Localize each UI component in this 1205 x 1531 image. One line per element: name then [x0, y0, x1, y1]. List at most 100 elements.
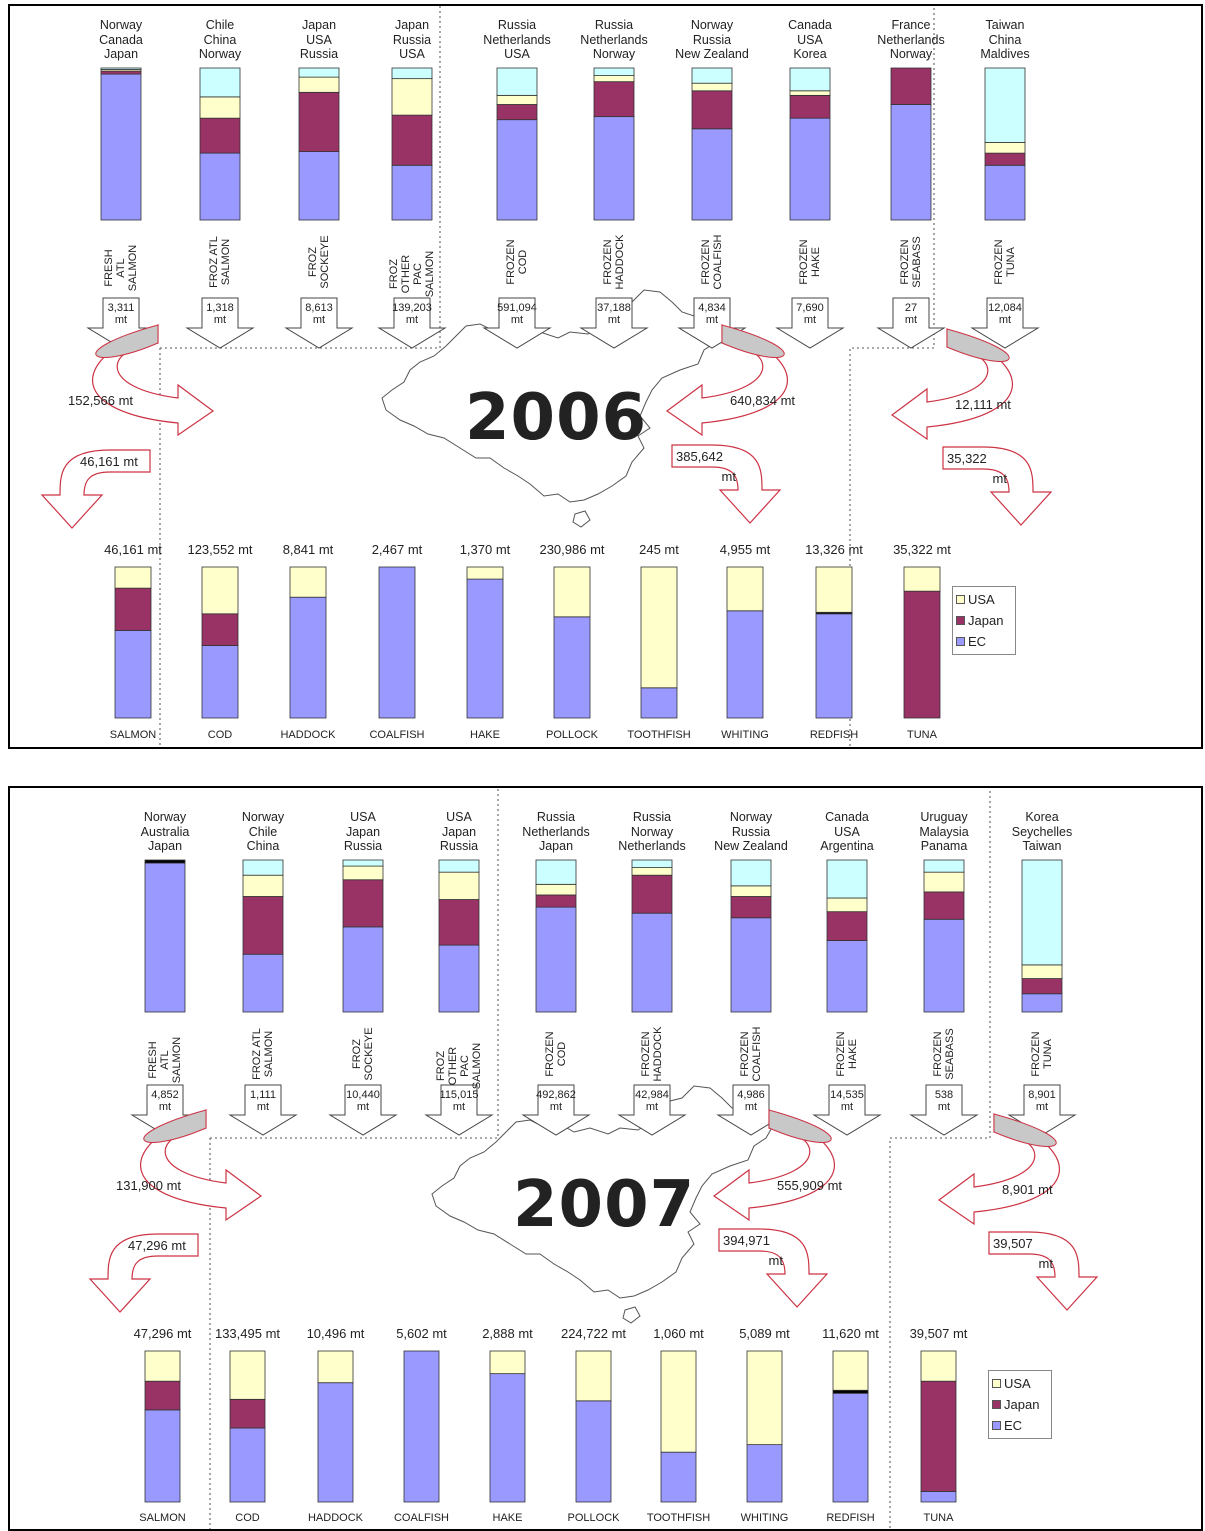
import-bar-segment — [890, 104, 932, 221]
import-bar-segment — [826, 897, 868, 913]
import-bar-segment — [199, 152, 241, 221]
center-outflow-amount-unit: mt — [768, 1253, 783, 1268]
import-amount-unit: mt — [510, 314, 524, 326]
import-bar-segment — [631, 859, 673, 868]
legend: USA Japan EC — [988, 1370, 1052, 1439]
left-outflow-amount: 46,161 mt — [80, 454, 138, 469]
import-bar-segment — [923, 891, 965, 920]
import-countries: Norway Canada Japan — [99, 18, 143, 61]
export-total: 1,370 mt — [459, 542, 511, 557]
import-product-label: FROZ ATL SALMON — [208, 236, 232, 288]
import-amount-value: 27 — [904, 302, 918, 314]
import-product-label: FRESH ATL SALMON — [103, 244, 139, 292]
export-bar-segment — [114, 587, 152, 631]
import-amount-value: 1,111 — [250, 1089, 276, 1101]
export-species-label: HADDOCK — [280, 729, 336, 741]
export-bar-segment — [317, 1382, 354, 1503]
import-countries: Canada USA Argentina — [820, 810, 874, 853]
center-outflow-amount-value: 385,642 — [676, 449, 723, 464]
export-species-label: TOOTHFISH — [646, 1512, 711, 1524]
center-inflow-arrow-shade — [768, 1109, 832, 1143]
import-bar-segment — [342, 859, 384, 867]
import-down-arrow — [579, 297, 649, 349]
legend-item: USA — [956, 589, 1012, 610]
center-outflow-amount-value: 394,971 — [723, 1233, 770, 1248]
import-bar-segment — [100, 70, 142, 75]
export-bar-segment — [317, 1350, 354, 1384]
import-product-label: FROZ OTHER PAC SALMON — [435, 1042, 483, 1090]
export-bar-segment — [920, 1491, 957, 1503]
import-amount-unit: mt — [803, 314, 817, 326]
import-amount-value: 139,203 — [392, 302, 432, 314]
center-inflow-amount: 555,909 mt — [777, 1178, 843, 1193]
import-amount: 591,094 mt — [495, 302, 539, 326]
export-bar-segment — [746, 1350, 783, 1446]
import-down-arrow — [970, 297, 1040, 349]
import-bar-segment — [691, 67, 733, 84]
import-amount: 115,015 mt — [437, 1089, 481, 1113]
import-countries: USA Japan Russia — [343, 810, 383, 853]
legend-swatch — [956, 637, 965, 646]
center-inflow-arrow-shade — [721, 324, 785, 358]
import-countries: Russia Netherlands Norway — [580, 18, 648, 61]
legend-item: Japan — [992, 1394, 1048, 1415]
import-down-arrow — [284, 297, 354, 349]
import-bar-segment — [535, 894, 577, 908]
export-species-label: TUNA — [923, 1512, 954, 1524]
left-inflow-amount: 152,566 mt — [68, 393, 134, 408]
export-bar-segment — [553, 616, 591, 719]
export-bar-segment — [229, 1398, 266, 1429]
import-product-label: FROZEN HADDOCK — [640, 1026, 664, 1082]
import-product-label: FROZEN HAKE — [798, 239, 822, 285]
import-bar-segment — [1021, 978, 1063, 995]
import-amount: 8,901 mt — [1020, 1089, 1064, 1113]
import-amount-unit: mt — [840, 1101, 854, 1113]
import-amount-value: 591,094 — [497, 302, 537, 314]
import-bar-segment — [438, 859, 480, 873]
import-bar-segment — [242, 953, 284, 1013]
export-bar-segment — [489, 1373, 526, 1503]
import-bar-segment — [100, 67, 142, 70]
export-bar-segment — [660, 1350, 697, 1453]
legend-label: Japan — [968, 613, 1004, 628]
export-bar-segment — [575, 1350, 612, 1402]
export-bar-segment — [144, 1409, 181, 1503]
import-countries: Norway Chile China — [241, 810, 285, 853]
right-outflow-amount-value: 39,507 — [993, 1236, 1033, 1251]
export-species-label: COD — [207, 729, 233, 741]
export-bar-segment — [201, 613, 239, 646]
region-divider — [159, 6, 935, 747]
export-bar-segment — [289, 596, 327, 719]
export-species-label: TOOTHFISH — [627, 729, 691, 741]
import-down-arrow — [185, 297, 255, 349]
import-product-label: FROZEN COALFISH — [700, 234, 724, 290]
import-down-arrow — [328, 1084, 398, 1136]
import-bar-segment — [199, 67, 241, 98]
right-outflow-arrow — [988, 1231, 1099, 1311]
left-inflow-amount: 131,900 mt — [116, 1178, 182, 1193]
import-bar-segment — [691, 128, 733, 221]
import-amount-value: 4,986 — [737, 1089, 765, 1101]
export-bar-segment — [466, 566, 504, 580]
legend-swatch — [956, 616, 965, 625]
import-bar-segment — [593, 81, 635, 118]
import-down-arrow — [812, 1084, 882, 1136]
export-bar-segment — [640, 687, 678, 719]
export-total: 2,888 mt — [482, 1326, 533, 1341]
import-amount-unit: mt — [937, 1101, 951, 1113]
import-bar-segment — [391, 164, 433, 221]
import-countries: Norway Russia New Zealand — [714, 810, 788, 853]
import-amount-unit: mt — [744, 1101, 758, 1113]
import-amount-unit: mt — [312, 314, 326, 326]
export-total: 8,841 mt — [282, 542, 334, 557]
import-bar-segment — [1021, 859, 1063, 966]
import-amount-value: 7,690 — [796, 302, 824, 314]
export-bar-segment — [201, 645, 239, 719]
left-outflow-arrow — [40, 449, 151, 529]
import-bar-segment — [342, 926, 384, 1013]
import-bar-segment — [923, 859, 965, 873]
import-amount: 538 mt — [922, 1089, 966, 1113]
export-total: 224,722 mt — [560, 1326, 627, 1341]
export-species-label: SALMON — [139, 1512, 186, 1524]
export-species-label: COALFISH — [369, 729, 425, 741]
